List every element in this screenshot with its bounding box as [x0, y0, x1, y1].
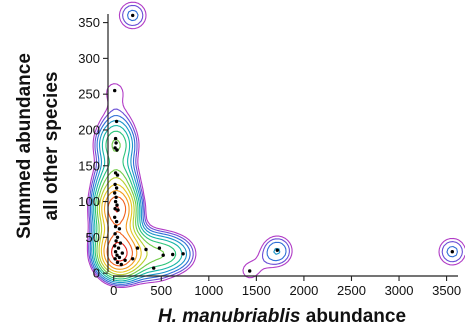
- data-point: [114, 195, 118, 199]
- data-point: [181, 252, 185, 256]
- data-point: [450, 250, 454, 254]
- x-tick-label: 500: [150, 283, 172, 298]
- y-axis-title-line-2: all other species: [41, 72, 62, 221]
- data-points: [113, 13, 454, 273]
- data-point: [135, 246, 140, 250]
- contour-level-7: [96, 139, 165, 278]
- data-point: [144, 247, 148, 252]
- x-tick-label: 2000: [289, 283, 318, 298]
- x-tick-label: 3000: [385, 283, 414, 298]
- data-point: [113, 182, 117, 187]
- data-point: [113, 88, 117, 93]
- x-tick-label: 0: [110, 283, 117, 298]
- data-point: [115, 148, 119, 152]
- data-point: [115, 173, 120, 177]
- data-point: [113, 171, 118, 175]
- data-point: [113, 250, 118, 254]
- data-point: [131, 13, 135, 18]
- data-point: [114, 219, 119, 224]
- data-point: [152, 266, 156, 270]
- data-point: [131, 257, 135, 261]
- data-point: [114, 186, 119, 190]
- data-point: [113, 244, 117, 248]
- y-axis-title-line-1: Summed abundance: [14, 53, 35, 239]
- y-tick-label: 200: [78, 122, 100, 137]
- data-point: [118, 241, 123, 245]
- data-point: [113, 207, 117, 211]
- y-tick-label: 150: [78, 158, 100, 173]
- data-point: [248, 269, 252, 273]
- y-tick-label: 300: [78, 51, 100, 66]
- y-tick-label: 250: [78, 87, 100, 102]
- x-tick-label: 3500: [432, 283, 461, 298]
- data-point: [113, 224, 118, 229]
- plot-area: [86, 1, 465, 288]
- data-point: [115, 203, 119, 207]
- density-contours: [86, 1, 465, 288]
- data-point: [116, 208, 120, 212]
- data-point: [119, 262, 124, 267]
- data-point: [113, 257, 117, 261]
- contour-level-2: [88, 4, 463, 287]
- axes: [107, 14, 458, 277]
- y-tick-label: 350: [78, 15, 100, 30]
- data-point: [116, 246, 121, 250]
- data-point: [113, 191, 117, 195]
- data-point: [114, 141, 118, 145]
- contour-level-8: [98, 177, 148, 276]
- y-axis-title: Summed abundance all other species: [14, 53, 62, 239]
- x-tick-label: 1000: [194, 283, 223, 298]
- data-point: [120, 251, 125, 255]
- data-point: [117, 227, 122, 231]
- data-point: [117, 255, 122, 260]
- data-point: [171, 252, 175, 257]
- x-axis-title: H. manubriablis abundance: [158, 306, 406, 327]
- data-point: [114, 119, 119, 124]
- data-point: [113, 215, 117, 219]
- contour-level-1: [86, 1, 465, 288]
- data-point: [113, 232, 117, 236]
- data-point: [115, 260, 120, 265]
- data-point: [123, 258, 127, 262]
- data-point: [113, 199, 118, 204]
- data-point: [114, 239, 118, 243]
- data-point: [115, 253, 119, 257]
- data-point: [275, 248, 279, 252]
- y-axis-ticks: 0 50 100 150 200 250 300 350: [78, 15, 108, 281]
- contour-level-3: [89, 9, 458, 285]
- x-tick-label: 1500: [242, 283, 271, 298]
- y-tick-label: 100: [78, 194, 100, 209]
- x-tick-label: 2500: [337, 283, 366, 298]
- x-axis-ticks: 0 500 1000 1500 2000 2500 3000 3500: [110, 276, 461, 298]
- data-point: [161, 253, 165, 257]
- y-tick-label: 50: [86, 230, 100, 245]
- y-tick-label: 0: [93, 266, 100, 281]
- data-point: [113, 136, 118, 141]
- data-point: [157, 246, 162, 250]
- data-point: [115, 235, 120, 239]
- contour-level-4: [91, 119, 281, 284]
- contour-level-5: [92, 124, 183, 282]
